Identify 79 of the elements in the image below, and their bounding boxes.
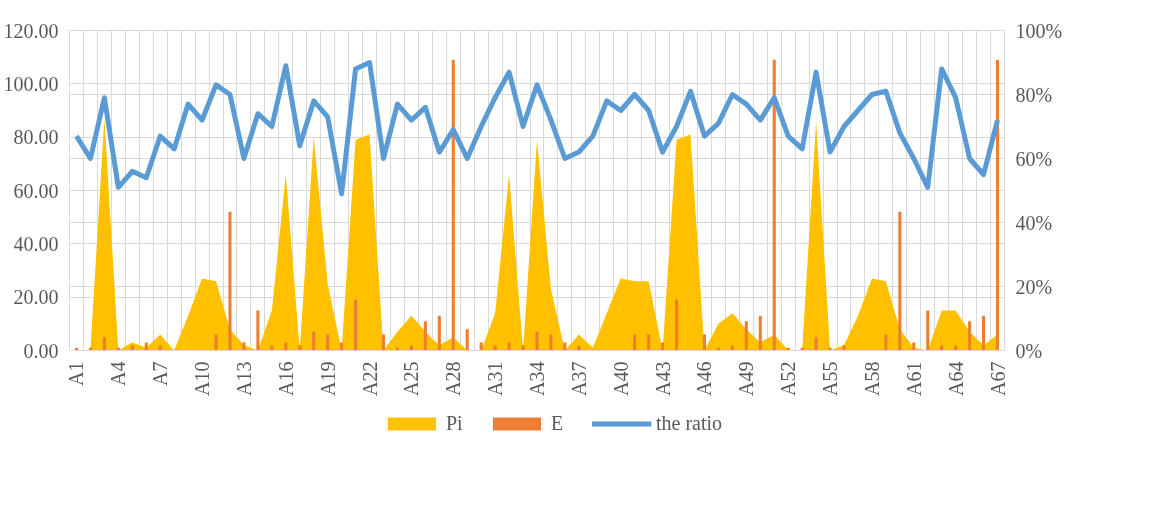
x-tick-label: A31 [484,361,507,396]
x-tick-label: A1 [65,361,88,386]
y2-tick-label: 100% [1015,19,1063,42]
bar [354,299,358,351]
bar [772,59,776,351]
x-tick-label: A7 [149,361,172,386]
bar [437,315,441,351]
bar [982,315,986,351]
x-tick-label: A46 [693,361,716,396]
x-tick-label: A55 [819,361,842,396]
x-tick-label: A52 [777,361,800,396]
bar [312,331,316,351]
x-tick-label: A34 [526,361,548,396]
bar [954,345,958,351]
bar [521,345,525,351]
x-tick-label: A61 [902,361,925,396]
bar [158,345,162,351]
x-tick-label: A28 [442,361,465,396]
bar [898,211,902,351]
x-tick-label: A37 [567,361,590,396]
bar [702,334,706,351]
x-tick-label: A58 [860,361,883,396]
bar [675,299,679,351]
bar [744,321,748,351]
x-tick-label: A40 [609,361,632,396]
bar [298,345,302,351]
y-tick-label: 0.00 [23,339,59,362]
bar [577,345,581,351]
y-tick-label: 120.00 [3,19,59,42]
x-tick-label: A10 [191,361,214,396]
bar [381,334,386,351]
bar [102,337,106,351]
legend-label: E [550,411,565,435]
x-tick-label: A22 [358,361,381,396]
x-tick-label: A4 [107,361,130,386]
x-tick-label: A19 [316,361,339,396]
bar [493,345,497,351]
bar [130,345,134,351]
bar [451,59,455,351]
x-tick-label: A67 [986,361,1009,396]
x-tick-label: A16 [274,361,297,396]
bar [995,59,1000,351]
bar [968,321,972,351]
y-tick-label: 60.00 [13,179,59,202]
bar [758,315,762,351]
x-tick-label: A64 [944,361,967,396]
bar [926,310,930,351]
x-tick-label: A49 [735,361,758,396]
x-tick-label: A43 [651,361,674,396]
y-tick-label: 80.00 [13,126,59,149]
bar [256,310,260,351]
bar [423,321,427,351]
bar [535,331,539,351]
bar [465,329,469,351]
bar [940,345,944,351]
bar [409,345,413,351]
bar [633,334,637,351]
x-tick-label: A25 [400,361,423,396]
y-tick-label: 20.00 [13,286,59,309]
bar [549,334,553,351]
bar [814,337,818,351]
y2-tick-label: 80% [1015,83,1053,106]
bar [214,334,218,351]
x-tick-label: A13 [232,361,255,396]
y2-tick-label: 60% [1015,147,1053,170]
bar [228,211,232,351]
bar [647,334,651,351]
legend-label: the ratio [655,411,723,435]
bar [884,334,888,351]
bar [326,334,330,351]
y2-tick-label: 40% [1015,211,1053,234]
y-tick-label: 100.00 [3,72,59,95]
y2-tick-label: 20% [1015,275,1053,298]
bar [730,345,734,351]
y-tick-label: 40.00 [13,232,59,255]
y2-tick-label: 0% [1015,339,1043,362]
bar [842,345,846,351]
bar [270,345,274,351]
legend-label: Pi [445,411,464,435]
